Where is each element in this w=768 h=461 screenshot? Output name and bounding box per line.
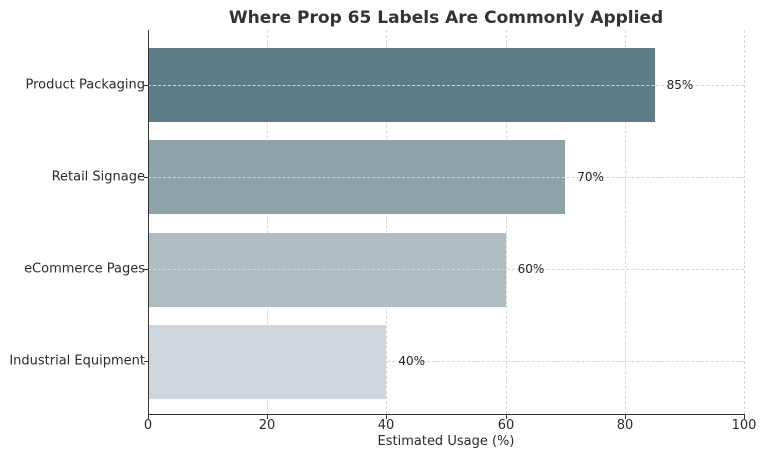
value-label: 40% bbox=[398, 354, 426, 368]
y-tick-label: eCommerce Pages bbox=[24, 261, 145, 277]
x-tick bbox=[744, 415, 745, 419]
y-tick bbox=[144, 177, 148, 178]
x-tick-label: 20 bbox=[258, 418, 276, 433]
x-axis-title: Estimated Usage (%) bbox=[377, 434, 515, 449]
x-tick bbox=[386, 415, 387, 419]
y-tick-label: Product Packaging bbox=[25, 77, 145, 93]
x-tick-label: 0 bbox=[143, 418, 153, 433]
vgrid-40 bbox=[386, 30, 387, 414]
hgrid-0 bbox=[148, 85, 744, 86]
hgrid-1 bbox=[148, 177, 744, 178]
x-tick bbox=[148, 415, 149, 419]
x-axis-line bbox=[148, 414, 745, 415]
value-label: 85% bbox=[666, 78, 694, 92]
y-tick-label: Industrial Equipment bbox=[9, 353, 145, 369]
hgrid-2 bbox=[148, 269, 744, 270]
bar-ecommerce-pages bbox=[149, 233, 506, 307]
y-tick bbox=[144, 85, 148, 86]
x-tick bbox=[506, 415, 507, 419]
hgrid-3 bbox=[148, 361, 744, 362]
x-tick-label: 80 bbox=[616, 418, 634, 433]
bar-industrial-equipment bbox=[149, 325, 387, 399]
y-tick bbox=[144, 269, 148, 270]
y-axis-line bbox=[148, 30, 149, 415]
vgrid-100 bbox=[744, 30, 745, 414]
x-tick-label: 40 bbox=[377, 418, 395, 433]
vgrid-80 bbox=[625, 30, 626, 414]
y-tick-label: Retail Signage bbox=[51, 169, 145, 185]
x-tick-label: 60 bbox=[497, 418, 515, 433]
value-label: 70% bbox=[577, 170, 604, 184]
value-label: 60% bbox=[517, 262, 545, 276]
x-tick-label: 100 bbox=[731, 418, 757, 433]
vgrid-60 bbox=[506, 30, 507, 414]
y-tick bbox=[144, 361, 148, 362]
chart-title: Where Prop 65 Labels Are Commonly Applie… bbox=[228, 8, 664, 28]
x-tick bbox=[625, 415, 626, 419]
x-tick bbox=[267, 415, 268, 419]
vgrid-20 bbox=[267, 30, 268, 414]
